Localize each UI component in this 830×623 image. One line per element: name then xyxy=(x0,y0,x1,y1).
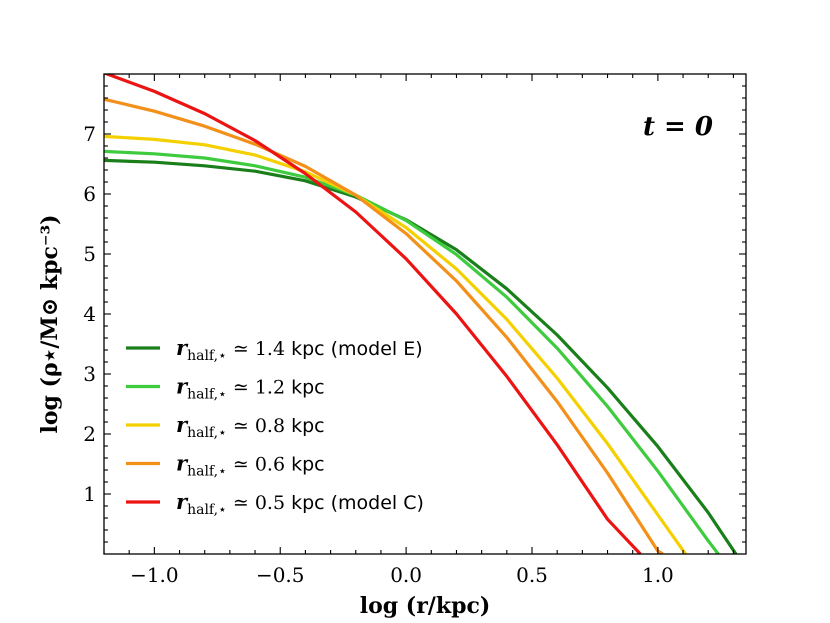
series-line-5 xyxy=(104,74,642,554)
legend-label-2: rhalf,⋆ ≃ 1.2 kpc xyxy=(176,374,325,403)
x-tick-label-5: 1.0 xyxy=(642,563,674,587)
legend-label-3: rhalf,⋆ ≃ 0.8 kpc xyxy=(176,412,325,441)
time-annotation: t = 0 xyxy=(643,112,713,142)
x-tick-label-1: −1.0 xyxy=(130,563,179,587)
y-tick-label-5: 5 xyxy=(83,242,96,266)
series-line-2 xyxy=(104,149,720,554)
series-line-4 xyxy=(104,97,664,554)
legend: rhalf,⋆ ≃ 1.4 kpc (model E) rhalf,⋆ ≃ 1.2… xyxy=(126,335,424,518)
x-axis-title: log (r/kpc) xyxy=(360,593,491,619)
y-tick-label-7: 7 xyxy=(83,122,96,146)
y-tick-label-4: 4 xyxy=(83,302,96,326)
plot-frame xyxy=(103,73,747,555)
y-tick-label-6: 6 xyxy=(83,182,96,206)
y-tick-label-1: 1 xyxy=(83,482,96,506)
x-tick-label-3: 0.0 xyxy=(390,563,422,587)
x-tick-label-2: −0.5 xyxy=(256,563,305,587)
x-tick-label-4: 0.5 xyxy=(516,563,548,587)
legend-label-4: rhalf,⋆ ≃ 0.6 kpc xyxy=(176,451,325,480)
y-tick-label-3: 3 xyxy=(83,362,96,386)
y-axis-title: log (ρ⋆/M⊙ kpc⁻³) xyxy=(37,214,63,433)
y-tick-label-2: 2 xyxy=(83,422,96,446)
series-line-1 xyxy=(104,158,738,554)
legend-label-5: rhalf,⋆ ≃ 0.5 kpc (model C) xyxy=(176,489,424,518)
legend-label-1: rhalf,⋆ ≃ 1.4 kpc (model E) xyxy=(176,335,423,364)
series-line-3 xyxy=(104,134,687,554)
